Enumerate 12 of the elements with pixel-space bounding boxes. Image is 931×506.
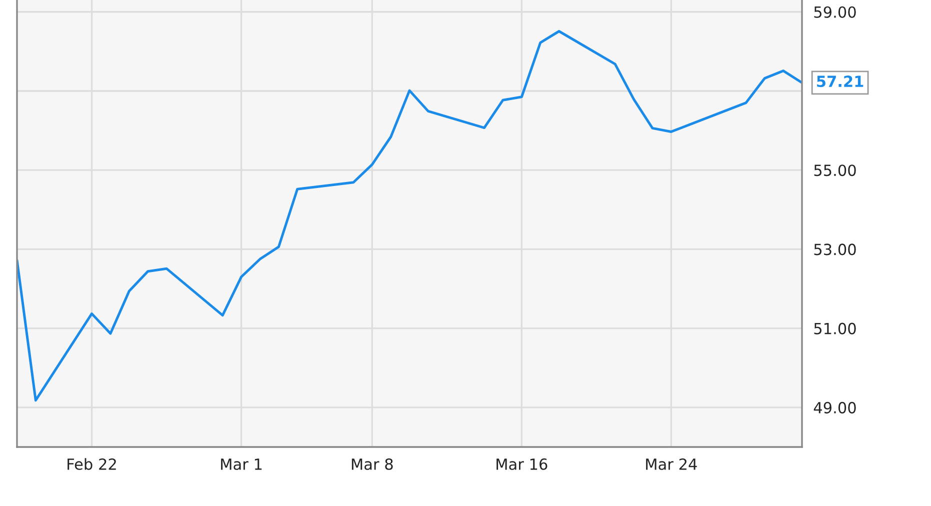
y-tick-label: 53.00 <box>814 244 856 256</box>
x-tick-label: Mar 16 <box>496 458 548 470</box>
y-tick-label: 55.00 <box>814 164 856 176</box>
y-tick-label: 51.00 <box>814 322 856 334</box>
x-tick-label: Mar 1 <box>221 458 262 470</box>
y-tick-label: 59.00 <box>814 6 856 18</box>
x-tick-label: Mar 8 <box>352 458 393 470</box>
x-tick-label: Feb 22 <box>68 458 116 470</box>
data-label: 57.21 <box>817 76 864 88</box>
x-tick-label: Mar 24 <box>646 458 697 470</box>
y-tick-label: 49.00 <box>814 402 856 414</box>
line-series <box>17 30 802 402</box>
